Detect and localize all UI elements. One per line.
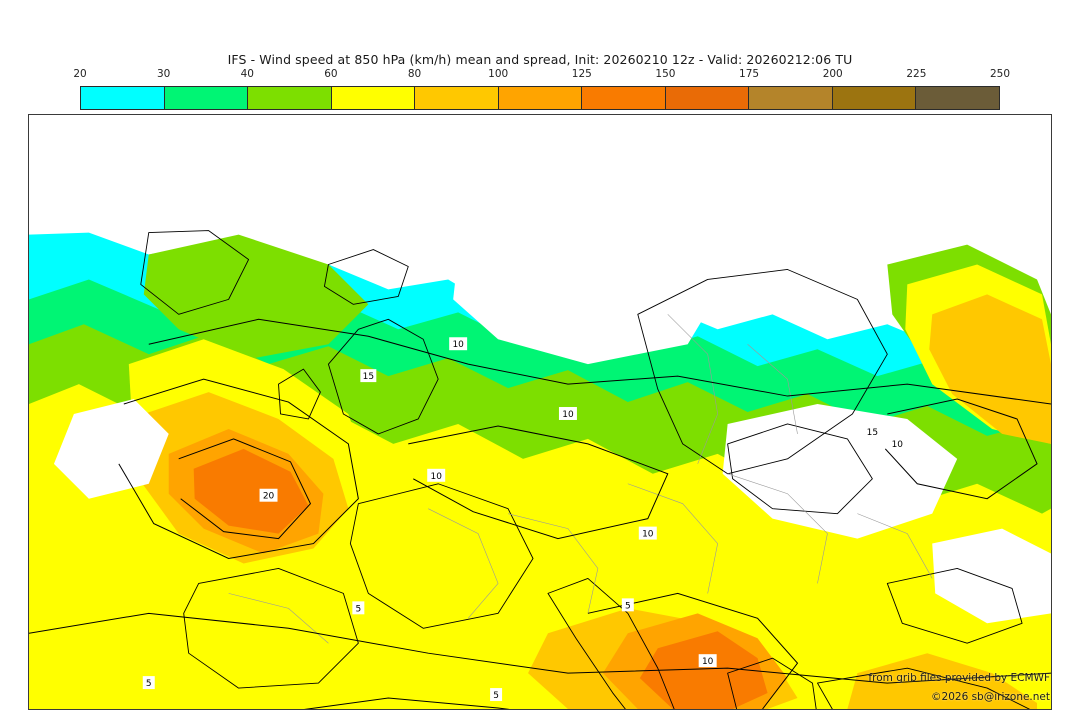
border-line-5 <box>857 513 933 579</box>
colorbar-ticks: 20 30 40 60 80 100 125 150 175 200 225 250 <box>73 68 1010 84</box>
colorbar-cell-1 <box>164 87 249 109</box>
contour-15-a <box>118 378 359 560</box>
contour-10-a <box>148 318 1051 405</box>
colorbar-cell-3 <box>331 87 416 109</box>
svg-text:5: 5 <box>146 679 152 689</box>
contour-label-10-north: 10 <box>449 337 468 350</box>
calm-area-north <box>453 234 718 365</box>
coastline-france <box>349 483 534 629</box>
svg-text:5: 5 <box>493 691 499 701</box>
border-line-1 <box>428 508 499 619</box>
calm-area-iberia <box>53 399 169 499</box>
colorbar-tick-20: 20 <box>73 68 87 80</box>
coastline-baltic <box>727 423 873 515</box>
border-line-8 <box>747 344 798 434</box>
colorbar-tick-175: 175 <box>739 68 760 80</box>
colorbar-tick-30: 30 <box>156 68 171 80</box>
contour-label-layer: 10 10 10 10 <box>142 337 907 701</box>
map-layers: 10 10 10 10 <box>29 115 1051 709</box>
colorbar-scale <box>80 86 1000 110</box>
calm-area-east <box>932 528 1051 624</box>
spread-contour-layer <box>29 318 1051 709</box>
coastline-greenland <box>140 230 250 315</box>
border-line-6 <box>228 593 329 644</box>
colorbar-cell-9 <box>832 87 917 109</box>
svg-text:5: 5 <box>625 601 631 611</box>
page-title: IFS - Wind speed at 850 hPa (km/h) mean … <box>227 52 853 67</box>
coastline-britain <box>327 318 439 435</box>
fill-band-80-100-se <box>847 653 1038 709</box>
contour-label-20: 20 <box>259 488 278 502</box>
colorbar-cell-8 <box>749 87 833 109</box>
colorbar-cell-5 <box>498 87 583 109</box>
border-layer <box>228 314 933 644</box>
svg-text:10: 10 <box>892 440 904 450</box>
contour-label-5-a: 5 <box>142 676 155 689</box>
colorbar-cell-0 <box>81 87 165 109</box>
contour-10-c <box>884 398 1038 500</box>
contour-label-15-a: 15 <box>360 369 377 382</box>
border-line-4 <box>727 473 828 584</box>
svg-text:5: 5 <box>355 604 361 614</box>
contour-label-10-east: 10 <box>888 436 907 450</box>
map-canvas[interactable]: 10 10 10 10 <box>29 115 1051 709</box>
contour-20-a <box>178 438 312 540</box>
fill-band-125-150 <box>193 448 309 534</box>
colorbar-cell-6 <box>582 87 666 109</box>
coastline-scandinavia <box>637 269 888 475</box>
colorbar <box>80 86 1000 110</box>
svg-text:15: 15 <box>867 428 878 438</box>
contour-5-b <box>304 697 510 709</box>
fill-band-125-150-s <box>639 631 768 709</box>
colorbar-tick-40: 40 <box>240 68 254 80</box>
contour-15-b <box>587 592 799 709</box>
svg-text:10: 10 <box>430 472 442 482</box>
colorbar-tick-200: 200 <box>822 68 843 80</box>
svg-text:10: 10 <box>642 530 654 540</box>
coastline-iceland <box>323 249 409 305</box>
colorbar-cell-10 <box>916 87 1000 109</box>
contour-label-15-b: 15 <box>864 424 881 438</box>
coastline-iberia <box>183 568 359 689</box>
coastline-italy <box>547 577 675 709</box>
coastline-greece <box>727 657 817 709</box>
contour-label-5-c: 5 <box>490 688 503 701</box>
contour-label-10-south: 10 <box>638 526 657 540</box>
colorbar-tick-125: 125 <box>571 68 592 80</box>
colorbar-cell-7 <box>665 87 750 109</box>
contour-label-10-center: 10 <box>558 407 577 420</box>
contour-label-10-southwest: 10 <box>427 468 446 482</box>
coastline-blacksea <box>886 568 1023 644</box>
border-line-3 <box>627 483 718 594</box>
contour-label-10-southeast: 10 <box>698 654 717 667</box>
fill-band-80-100-e <box>929 294 1051 444</box>
contour-10-b <box>408 425 669 540</box>
colorbar-cell-4 <box>415 87 499 109</box>
colorbar-tick-80: 80 <box>407 68 422 80</box>
colorbar-tick-225: 225 <box>906 68 927 80</box>
map-frame[interactable]: 10 10 10 10 <box>28 114 1052 710</box>
border-line-7 <box>667 314 718 464</box>
coastline-turkey <box>817 667 1031 709</box>
contour-label-5-d: 5 <box>621 598 634 611</box>
colorbar-tick-100: 100 <box>488 68 509 80</box>
coastline-layer <box>140 230 1031 709</box>
coastline-ireland <box>278 368 321 420</box>
svg-text:10: 10 <box>562 410 574 420</box>
copyright-credit: ©2026 sb@irizone.net <box>931 691 1050 703</box>
svg-text:10: 10 <box>702 657 714 667</box>
svg-text:10: 10 <box>452 340 464 350</box>
border-line-2 <box>507 513 599 614</box>
colorbar-tick-250: 250 <box>989 68 1011 80</box>
svg-text:20: 20 <box>263 492 275 502</box>
colorbar-tick-150: 150 <box>655 68 676 80</box>
svg-text:15: 15 <box>363 372 374 382</box>
data-source-credit: from grib files provided by ECMWF <box>868 672 1050 684</box>
colorbar-tick-60: 60 <box>324 68 338 80</box>
colorbar-cell-2 <box>248 87 332 109</box>
contour-label-5-b: 5 <box>352 601 365 614</box>
contour-5-a <box>29 612 1051 684</box>
